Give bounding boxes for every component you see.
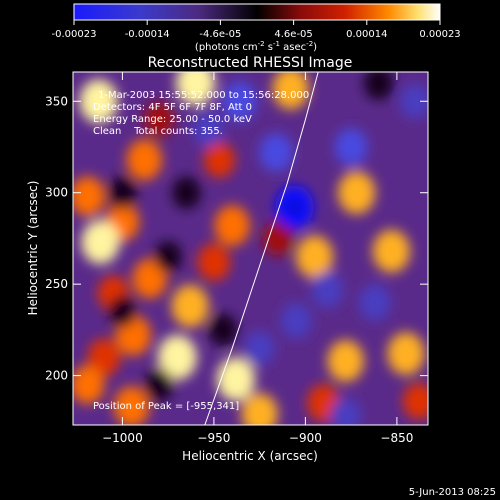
- image-blob: [73, 176, 105, 217]
- image-blob: [81, 220, 120, 265]
- y-tick-label: 250: [45, 277, 68, 291]
- image-blob: [244, 330, 275, 366]
- y-axis-label: Heliocentric Y (arcsec): [26, 181, 40, 316]
- image-blob: [259, 133, 293, 172]
- image-blob: [132, 258, 168, 299]
- solar-limb-line: [204, 72, 319, 425]
- colorbar: [73, 3, 441, 21]
- chart-title: Reconstructed RHESSI Image: [148, 55, 353, 71]
- image-blob: [176, 72, 216, 106]
- image-blob: [157, 334, 197, 380]
- colorbar-tick-label: -0.00014: [125, 29, 170, 40]
- annotation-clean-counts: Clean Total counts: 355.: [93, 126, 223, 137]
- axes: −1000 −950 −900 −850 200 250 300 350: [45, 72, 428, 445]
- colorbar-tick-label: 0.00014: [346, 29, 387, 40]
- image-blob: [358, 284, 391, 321]
- image-blob: [216, 357, 255, 402]
- image-blob: [295, 235, 334, 279]
- annotation-peak-position: Position of Peak = [-955,341]: [93, 401, 239, 412]
- image-blob: [334, 128, 368, 166]
- image-blob: [330, 398, 362, 425]
- image-blob: [143, 102, 175, 137]
- image-blob: [327, 340, 364, 382]
- image-blobs: [73, 72, 428, 425]
- image-blob: [241, 393, 278, 425]
- footer-timestamp: 5-Jun-2013 08:25: [409, 487, 496, 498]
- image-blob: [73, 365, 105, 405]
- image-blob: [171, 284, 209, 328]
- colorbar-tick-label: 4.6e-05: [274, 29, 312, 40]
- y-tick-label: 300: [45, 186, 68, 200]
- image-blob: [203, 141, 235, 178]
- x-tick-label: −1000: [102, 431, 143, 445]
- y-tick-label: 350: [45, 94, 68, 108]
- image-blob: [108, 295, 137, 328]
- image-blob: [172, 176, 201, 209]
- image-blob: [262, 221, 293, 256]
- image-blob: [208, 313, 238, 347]
- x-tick-label: −950: [197, 431, 230, 445]
- colorbar-tick-label: -4.6e-05: [199, 29, 241, 40]
- image-blob: [87, 338, 121, 377]
- image-blob: [372, 229, 411, 273]
- image-blob: [108, 176, 137, 209]
- colorbar-tick-label: -0.00023: [52, 29, 97, 40]
- plot-frame: [72, 71, 429, 426]
- image-blob: [272, 72, 309, 110]
- image-blob: [126, 139, 163, 181]
- annotation-detectors: Detectors: 4F 5F 6F 7F 8F, Att 0: [93, 102, 252, 113]
- annotation-time-range: 1-Mar-2003 15:55:52.000 to 15:56:28.000: [98, 90, 309, 101]
- image-blob: [214, 205, 250, 247]
- image-blob: [280, 302, 312, 339]
- image-blob: [154, 240, 182, 273]
- image-blob: [144, 368, 174, 402]
- x-tick-label: −850: [380, 431, 413, 445]
- x-tick-label: −900: [289, 431, 322, 445]
- image-blob: [363, 72, 394, 100]
- image-blob: [222, 81, 257, 122]
- image-blob: [197, 243, 231, 282]
- image-blob: [402, 382, 428, 420]
- y-tick-label: 200: [45, 369, 68, 383]
- colorbar-ticks: -0.00023 -0.00014 -4.6e-05 4.6e-05 0.00014 0.…: [52, 20, 461, 40]
- annotation-energy-range: Energy Range: 25.00 - 50.0 keV: [93, 114, 252, 125]
- image-blob: [337, 171, 376, 215]
- image-blob: [387, 332, 425, 376]
- image-blob: [79, 79, 118, 124]
- image-blob: [311, 271, 344, 308]
- image-blob: [192, 110, 224, 147]
- x-axis-label: Heliocentric X (arcsec): [182, 449, 318, 463]
- colorbar-unit-label: (photons cm-2 s-1 asec-2): [195, 40, 317, 53]
- image-blob: [400, 83, 428, 119]
- image-blob: [289, 203, 300, 212]
- image-blob: [113, 386, 150, 425]
- colorbar-tick-label: 0.00023: [419, 29, 460, 40]
